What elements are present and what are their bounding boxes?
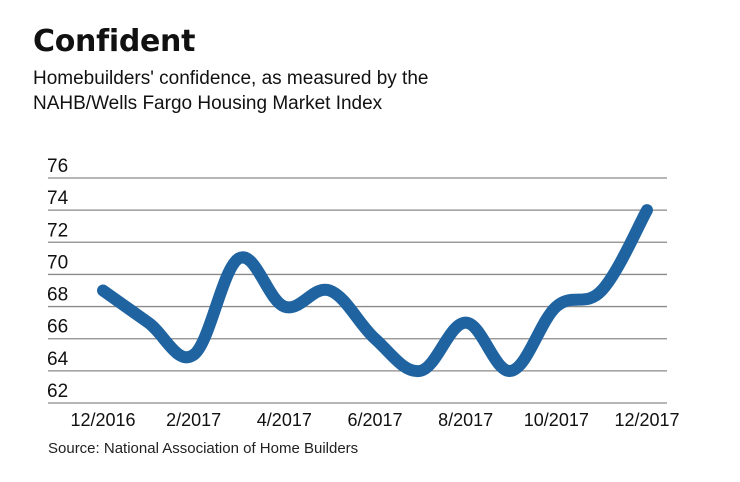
y-tick-label: 62 (47, 381, 68, 402)
data-point-12-2016 (100, 288, 106, 294)
data-point-10-2017 (553, 304, 559, 310)
x-tick-label: 12/2016 (70, 410, 135, 430)
x-tick-label: 2/2017 (166, 410, 221, 430)
data-point-9-2017 (508, 368, 514, 374)
series-layer (97, 204, 653, 377)
x-tick-label: 6/2017 (347, 410, 402, 430)
gridlines (48, 177, 667, 404)
y-tick-label: 64 (47, 349, 69, 370)
data-point-7-2017 (417, 368, 423, 374)
data-point-2-2017 (191, 352, 197, 358)
chart-subtitle: Homebuilders' confidence, as measured by… (33, 66, 633, 116)
y-tick-label: 72 (47, 220, 68, 241)
source-note: Source: National Association of Home Bui… (48, 440, 359, 457)
chart-title: Confident (33, 24, 196, 59)
subtitle-line-1: Homebuilders' confidence, as measured by… (33, 68, 429, 89)
x-tick-label: 12/2017 (614, 410, 679, 430)
data-point-3-2017 (236, 255, 242, 261)
subtitle-line-2: NAHB/Wells Fargo Housing Market Index (33, 93, 383, 114)
series-line-hmi (97, 204, 653, 377)
y-tick-label: 76 (47, 156, 68, 177)
data-point-6-2017 (372, 336, 378, 342)
y-tick-label: 68 (47, 285, 68, 306)
x-tick-label: 10/2017 (524, 410, 589, 430)
y-tick-label: 70 (47, 252, 68, 273)
y-axis-ticks: 62 64 66 68 70 72 74 76 (47, 156, 69, 402)
y-tick-label: 66 (47, 317, 68, 338)
data-point-1-2017 (145, 320, 151, 326)
y-tick-label: 74 (47, 188, 69, 209)
x-tick-label: 8/2017 (438, 410, 493, 430)
x-tick-label: 4/2017 (257, 410, 312, 430)
data-point-12-2017 (644, 207, 650, 213)
data-point-4-2017 (281, 304, 287, 310)
x-axis-ticks: 12/2016 2/2017 4/2017 6/2017 8/2017 10/2017 12… (70, 410, 679, 430)
data-point-5-2017 (327, 288, 333, 294)
data-point-8-2017 (463, 320, 469, 326)
data-point-11-2017 (599, 288, 605, 294)
